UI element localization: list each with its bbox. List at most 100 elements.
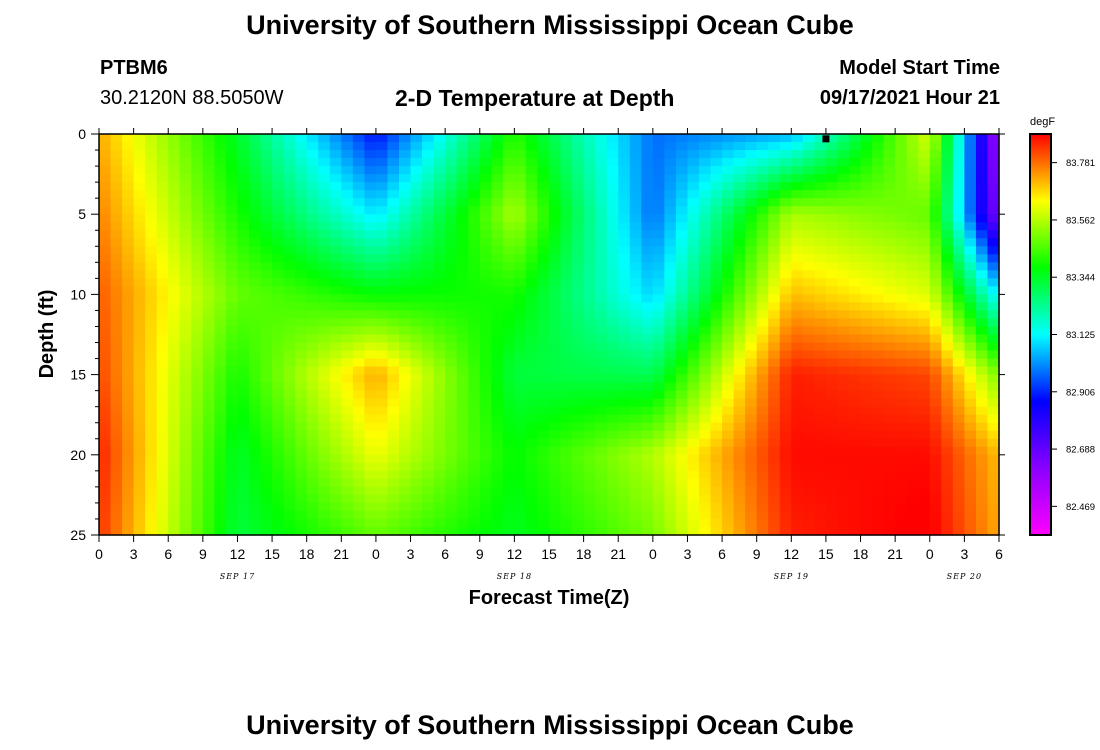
heatmap-cell	[975, 214, 989, 223]
heatmap-cell	[699, 486, 712, 496]
heatmap-cell	[122, 518, 135, 528]
colorbar-tick-label: 83.125	[1066, 330, 1095, 341]
heatmap-cell	[249, 454, 262, 464]
heatmap-cell	[560, 238, 573, 247]
heatmap-cell	[802, 494, 815, 504]
heatmap-cell	[422, 414, 435, 424]
heatmap-cell	[295, 422, 308, 432]
heatmap-cell	[260, 230, 273, 239]
heatmap-cell	[895, 398, 908, 408]
heatmap-cell	[687, 334, 700, 344]
heatmap-cell	[733, 398, 746, 408]
heatmap-cell	[952, 518, 965, 528]
heatmap-cell	[606, 182, 619, 191]
heatmap-cell	[560, 158, 573, 167]
heatmap-cell	[687, 238, 700, 247]
heatmap-cell	[375, 222, 389, 231]
heatmap-cell	[99, 134, 112, 143]
heatmap-cell	[99, 502, 112, 512]
heatmap-cell	[987, 174, 1000, 183]
heatmap-cell	[133, 238, 146, 247]
heatmap-cell	[895, 198, 908, 207]
heatmap-cell	[433, 182, 446, 191]
heatmap-cell	[964, 350, 977, 360]
heatmap-cell	[410, 430, 423, 440]
heatmap-cell	[710, 382, 723, 392]
heatmap-cell	[375, 454, 389, 464]
heatmap-cell	[745, 278, 758, 287]
heatmap-cell	[375, 342, 389, 352]
heatmap-cell	[952, 478, 965, 488]
heatmap-cell	[387, 142, 400, 151]
heatmap-cell	[687, 254, 700, 263]
heatmap-cell	[675, 270, 689, 279]
heatmap-cell	[618, 134, 631, 143]
heatmap-cell	[941, 510, 954, 520]
heatmap-cell	[895, 430, 908, 440]
heatmap-cell	[329, 430, 342, 440]
heatmap-cell	[445, 182, 458, 191]
heatmap-cell	[237, 254, 250, 263]
heatmap-cell	[779, 342, 792, 352]
heatmap-cell	[202, 374, 215, 384]
heatmap-cell	[156, 494, 169, 504]
heatmap-cell	[860, 406, 873, 416]
heatmap-cell	[906, 310, 919, 320]
heatmap-cell	[641, 174, 654, 183]
heatmap-cell	[99, 382, 112, 392]
heatmap-cell	[410, 214, 423, 223]
heatmap-cell	[975, 278, 989, 287]
heatmap-cell	[375, 246, 389, 255]
heatmap-cell	[883, 414, 896, 424]
heatmap-cell	[525, 158, 539, 167]
heatmap-cell	[410, 150, 423, 159]
heatmap-cell	[618, 158, 631, 167]
heatmap-cell	[849, 262, 862, 271]
heatmap-cell	[537, 334, 550, 344]
heatmap-cell	[929, 350, 942, 360]
heatmap-cell	[722, 350, 735, 360]
heatmap-cell	[491, 278, 504, 287]
heatmap-cell	[352, 382, 365, 392]
heatmap-cell	[202, 190, 215, 199]
heatmap-cell	[202, 486, 215, 496]
heatmap-cell	[133, 150, 146, 159]
heatmap-cell	[341, 246, 354, 255]
heatmap-cell	[583, 454, 596, 464]
heatmap-cell	[191, 342, 204, 352]
heatmap-cell	[837, 182, 850, 191]
heatmap-cell	[387, 238, 400, 247]
heatmap-cell	[756, 406, 769, 416]
heatmap-cell	[502, 454, 515, 464]
heatmap-cell	[272, 470, 285, 480]
heatmap-cell	[779, 358, 792, 368]
colorbar-tick-label: 82.469	[1066, 502, 1095, 513]
heatmap-cell	[502, 286, 515, 295]
heatmap-cell	[456, 286, 469, 295]
heatmap-cell	[260, 150, 273, 159]
heatmap-cell	[329, 158, 342, 167]
heatmap-cell	[560, 494, 573, 504]
heatmap-cell	[964, 510, 977, 520]
heatmap-cell	[133, 470, 146, 480]
heatmap-cell	[756, 150, 769, 159]
heatmap-cell	[537, 150, 550, 159]
heatmap-cell	[941, 254, 954, 263]
x-tick-label: 6	[718, 546, 726, 562]
heatmap-cell	[249, 214, 262, 223]
heatmap-cell	[606, 302, 619, 312]
heatmap-cell	[572, 374, 585, 384]
heatmap-cell	[272, 486, 285, 496]
heatmap-cell	[572, 278, 585, 287]
heatmap-cell	[699, 270, 712, 279]
heatmap-cell	[687, 526, 700, 536]
heatmap-cell	[583, 150, 596, 159]
heatmap-cell	[987, 222, 1000, 231]
heatmap-cell	[779, 470, 792, 480]
heatmap-cell	[560, 270, 573, 279]
heatmap-cell	[249, 238, 262, 247]
heatmap-cell	[133, 302, 146, 312]
heatmap-cell	[595, 494, 608, 504]
heatmap-cell	[606, 366, 619, 376]
heatmap-cell	[560, 502, 573, 512]
